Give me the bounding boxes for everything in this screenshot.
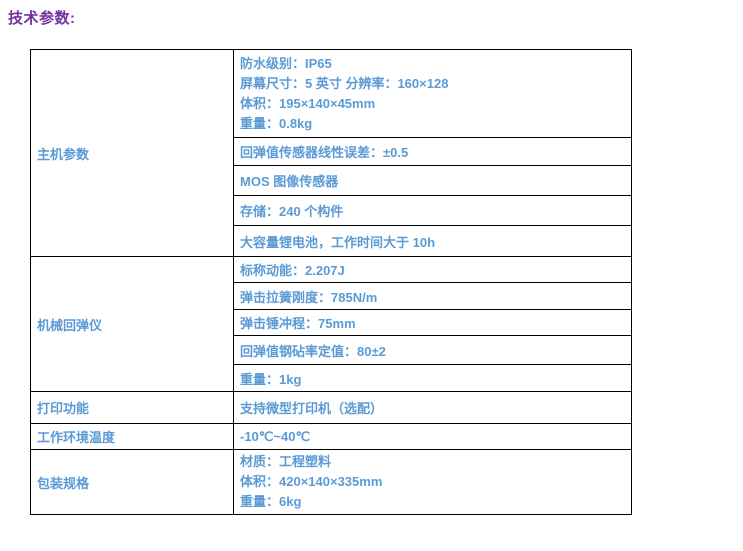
- spec-cell: 支持微型打印机（选配）: [233, 391, 632, 424]
- table-row: MOS 图像传感器: [31, 165, 632, 196]
- spec-cell: 弹击锤冲程：75mm: [233, 309, 632, 336]
- table-row: 主机参数 防水级别：IP65 屏幕尺寸：5 英寸 分辨率：160×128 体积：…: [30, 49, 632, 257]
- table-row: 打印功能 支持微型打印机（选配）: [30, 391, 632, 424]
- page-title: 技术参数:: [8, 10, 76, 27]
- table-row: 弹击锤冲程：75mm: [31, 309, 632, 336]
- spec-cell: -10℃~40℃: [233, 423, 632, 450]
- table-row: 重量：1kg: [31, 364, 632, 392]
- section-label-operating-temperature: 工作环境温度: [30, 423, 234, 450]
- spec-cell: 大容量锂电池，工作时间大于 10h: [233, 225, 632, 257]
- spec-cell: 回弹值传感器线性误差：±0.5: [233, 137, 632, 166]
- spec-line: 重量：0.8kg: [240, 115, 313, 131]
- table-row: 包装规格 材质：工程塑料 体积：420×140×335mm 重量：6kg: [30, 449, 632, 515]
- spec-cell: 存储：240 个构件: [233, 195, 632, 226]
- spec-cell: 重量：1kg: [233, 364, 632, 392]
- spec-line: 重量：6kg: [240, 494, 302, 509]
- spec-line: 屏幕尺寸：5 英寸 分辨率：160×128: [240, 75, 449, 91]
- spec-line: 防水级别：IP65: [240, 55, 332, 71]
- spec-cell: 标称动能：2.207J: [233, 256, 632, 283]
- spec-cell: 材质：工程塑料 体积：420×140×335mm 重量：6kg: [233, 449, 632, 515]
- table-row: 机械回弹仪 标称动能：2.207J: [30, 256, 632, 392]
- spec-cell: 回弹值钢砧率定值：80±2: [233, 335, 632, 365]
- section-label-host-params: 主机参数: [30, 49, 234, 257]
- table-row: 回弹值传感器线性误差：±0.5: [31, 137, 632, 166]
- section-label-rebound-instrument: 机械回弹仪: [30, 256, 234, 392]
- spec-line: 体积：195×140×45mm: [240, 95, 376, 111]
- spec-table: 主机参数 防水级别：IP65 屏幕尺寸：5 英寸 分辨率：160×128 体积：…: [30, 49, 632, 515]
- spec-line: 材质：工程塑料: [240, 454, 332, 469]
- table-row: 大容量锂电池，工作时间大于 10h: [31, 225, 632, 257]
- spec-line: 体积：420×140×335mm: [240, 474, 383, 489]
- section-label-packaging-spec: 包装规格: [30, 449, 234, 515]
- table-row: 工作环境温度 -10℃~40℃: [30, 423, 632, 450]
- spec-cell: 弹击拉簧刚度：785N/m: [233, 282, 632, 310]
- section-label-print-function: 打印功能: [30, 391, 234, 424]
- table-row: 回弹值钢砧率定值：80±2: [31, 335, 632, 365]
- table-row: 弹击拉簧刚度：785N/m: [31, 282, 632, 310]
- spec-cell: MOS 图像传感器: [233, 165, 632, 196]
- spec-cell: 防水级别：IP65 屏幕尺寸：5 英寸 分辨率：160×128 体积：195×1…: [233, 49, 632, 138]
